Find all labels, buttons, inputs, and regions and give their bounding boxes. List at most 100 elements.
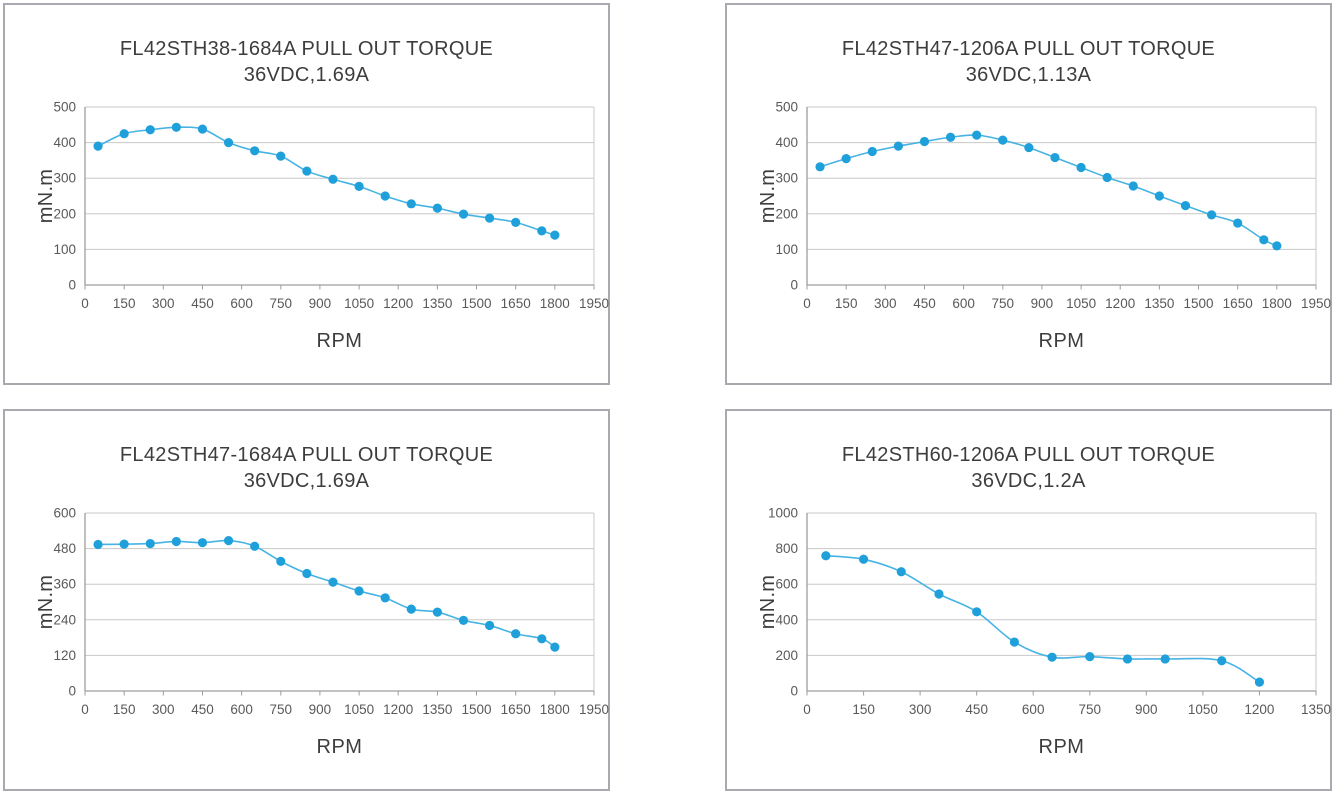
x-tick-label: 1350 <box>1144 296 1174 311</box>
torque-curve-chart: 0 100 200 300 400 500 0 150 300 450 600 750 900 1050 1… <box>775 100 1331 312</box>
y-tick-label: 500 <box>53 100 76 115</box>
y-tick-label: 100 <box>53 242 76 257</box>
data-point-marker <box>537 226 547 236</box>
x-tick-label: 0 <box>803 702 811 717</box>
y-tick-label: 0 <box>790 684 798 699</box>
x-tick-label: 1500 <box>1183 296 1213 311</box>
data-point-marker <box>815 162 825 172</box>
x-tick-label: 300 <box>874 296 897 311</box>
x-tick-label: 1050 <box>344 702 374 717</box>
x-tick-label: 300 <box>152 296 175 311</box>
x-tick-label: 1500 <box>461 296 491 311</box>
data-point-marker <box>1259 235 1269 245</box>
x-tick-label: 1050 <box>344 296 374 311</box>
y-tick-label: 0 <box>68 684 76 699</box>
data-point-marker <box>119 129 129 139</box>
data-point-marker <box>945 132 956 142</box>
data-point-marker <box>867 146 877 157</box>
data-point-marker <box>484 213 495 223</box>
x-tick-label: 1350 <box>422 296 452 311</box>
x-tick-label: 600 <box>230 702 253 717</box>
data-point-marker <box>1024 142 1034 153</box>
chart-panel-fl42sth60-1206a: FL42STH60-1206A PULL OUT TORQUE 36VDC,1.… <box>725 409 1332 791</box>
y-tick-label: 200 <box>775 648 798 663</box>
x-axis-label: RPM <box>316 736 363 758</box>
data-point-marker <box>223 535 234 546</box>
chart-subtitle: 36VDC,1.69A <box>243 64 370 86</box>
x-tick-label: 1500 <box>461 702 491 717</box>
y-tick-label: 120 <box>53 648 76 663</box>
x-tick-label: 300 <box>909 702 932 717</box>
x-tick-label: 1650 <box>1223 296 1253 311</box>
chart-title: FL42STH38-1684A PULL OUT TORQUE <box>119 38 494 60</box>
y-tick-label: 300 <box>775 171 798 186</box>
x-tick-label: 1200 <box>383 702 413 717</box>
data-point-marker <box>1154 191 1164 201</box>
data-point-marker <box>458 209 469 219</box>
y-tick-label: 360 <box>53 577 76 592</box>
x-tick-label: 150 <box>113 702 136 717</box>
x-tick-label: 0 <box>81 702 89 717</box>
data-point-marker <box>934 589 944 599</box>
data-point-marker <box>432 203 442 213</box>
x-tick-label: 900 <box>309 296 332 311</box>
x-tick-label: 750 <box>992 296 1015 311</box>
data-point-marker <box>250 541 260 551</box>
data-point-marker <box>1217 656 1227 666</box>
chart-title: FL42STH47-1684A PULL OUT TORQUE <box>119 444 494 466</box>
x-tick-label: 0 <box>81 296 89 311</box>
y-tick-label: 0 <box>68 278 76 293</box>
torque-curve-chart: 0 100 200 300 400 500 0 150 300 450 600 750 900 1050 1… <box>53 100 609 312</box>
data-point-marker <box>1076 162 1086 173</box>
data-point-marker <box>1160 654 1170 664</box>
x-tick-label: 1050 <box>1066 296 1096 311</box>
chart-subtitle: 36VDC,1.13A <box>965 64 1092 86</box>
chart-panel-fl42sth38-1684a: FL42STH38-1684A PULL OUT TORQUE 36VDC,1.… <box>3 3 610 385</box>
data-point-marker <box>1102 172 1112 183</box>
series-line <box>825 554 1261 683</box>
data-point-marker <box>1047 652 1057 662</box>
data-point-marker <box>93 141 103 151</box>
x-tick-label: 750 <box>270 296 293 311</box>
data-point-marker <box>1233 218 1243 228</box>
data-point-marker <box>537 634 547 644</box>
data-point-marker <box>1206 210 1217 220</box>
y-tick-label: 400 <box>775 135 798 150</box>
y-tick-label: 800 <box>775 541 798 556</box>
data-point-marker <box>145 538 155 549</box>
x-tick-label: 900 <box>1135 702 1158 717</box>
y-tick-label: 500 <box>775 100 798 115</box>
data-point-marker <box>1050 152 1060 163</box>
data-point-marker <box>276 556 286 566</box>
y-tick-label: 100 <box>775 242 798 257</box>
y-tick-label: 600 <box>775 577 798 592</box>
data-point-marker <box>171 536 181 547</box>
data-point-marker <box>972 130 982 140</box>
series-line <box>819 134 1278 247</box>
chart-panel-fl42sth47-1684a: FL42STH47-1684A PULL OUT TORQUE 36VDC,1.… <box>3 409 610 791</box>
y-tick-label: 0 <box>790 278 798 293</box>
data-point-marker <box>432 607 442 617</box>
chart-title: FL42STH47-1206A PULL OUT TORQUE <box>841 38 1216 60</box>
data-point-marker <box>145 125 155 135</box>
data-point-marker <box>354 181 364 191</box>
x-tick-label: 450 <box>965 702 988 717</box>
x-tick-label: 150 <box>113 296 136 311</box>
x-axis-label: RPM <box>316 330 363 352</box>
y-tick-label: 200 <box>775 206 798 221</box>
data-point-marker <box>328 577 338 587</box>
chart-title-block: FL42STH38-1684A PULL OUT TORQUE 36VDC,1.… <box>5 36 608 88</box>
series-line <box>97 539 556 648</box>
chart-title-block: FL42STH60-1206A PULL OUT TORQUE 36VDC,1.… <box>727 442 1330 494</box>
x-tick-label: 1800 <box>540 296 570 311</box>
data-point-marker <box>896 567 906 577</box>
x-tick-label: 600 <box>230 296 253 311</box>
x-tick-label: 900 <box>309 702 332 717</box>
y-tick-label: 400 <box>53 135 76 150</box>
x-tick-label: 1650 <box>501 296 531 311</box>
data-point-marker <box>276 151 286 161</box>
x-tick-label: 750 <box>270 702 293 717</box>
x-tick-label: 1950 <box>579 702 609 717</box>
x-tick-label: 1350 <box>1301 702 1331 717</box>
chart-title-block: FL42STH47-1206A PULL OUT TORQUE 36VDC,1.… <box>727 36 1330 88</box>
